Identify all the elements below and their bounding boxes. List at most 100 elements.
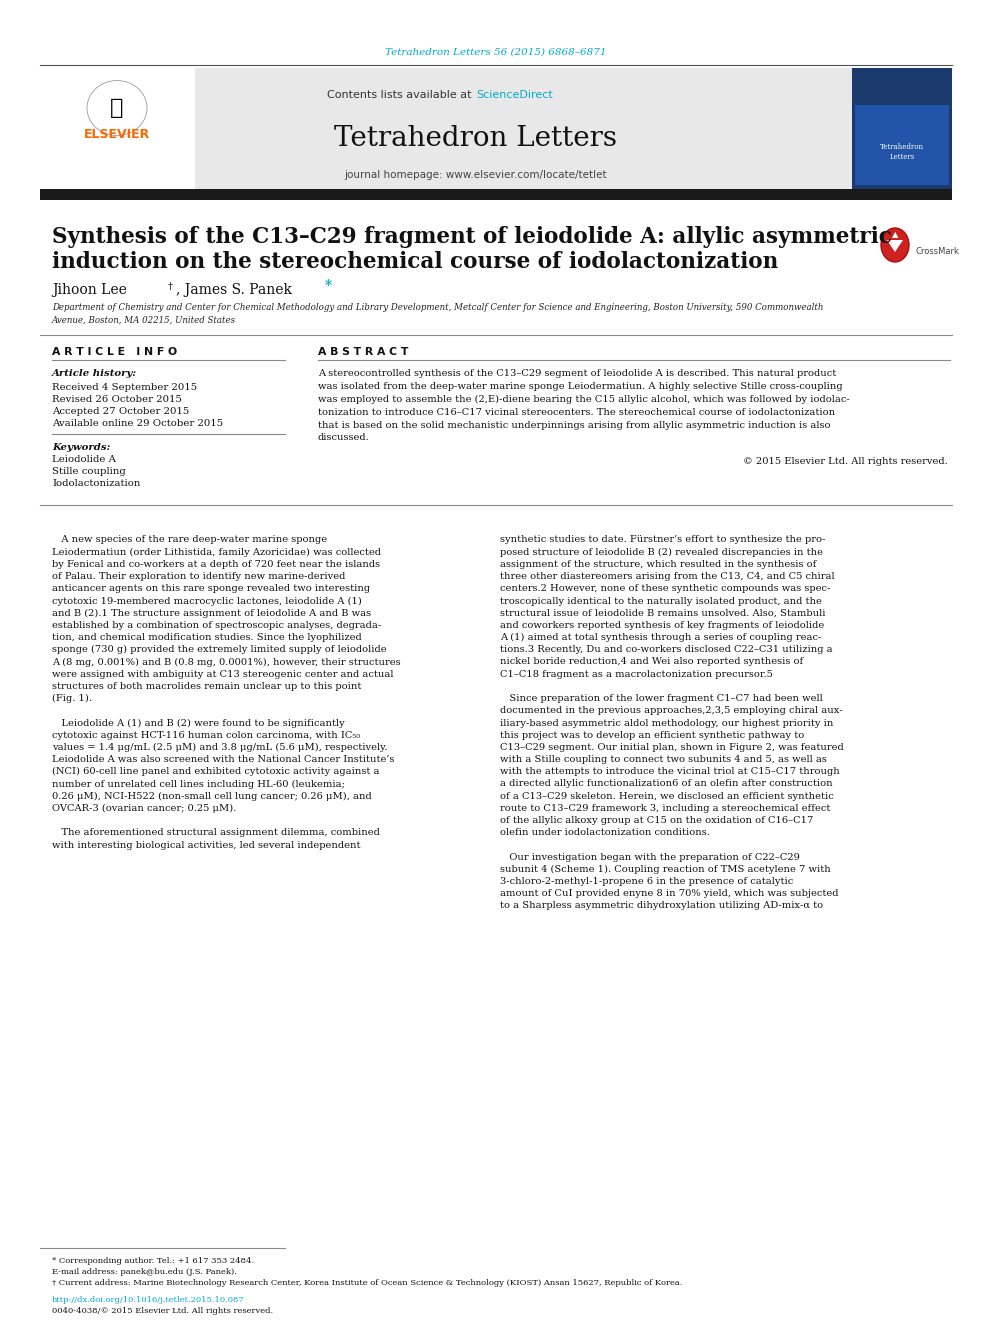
Text: The aforementioned structural assignment dilemma, combined: The aforementioned structural assignment… [52,828,380,837]
Text: documented in the previous approaches,2,3,5 employing chiral aux-: documented in the previous approaches,2,… [500,706,842,716]
Text: Keywords:: Keywords: [52,442,110,451]
Bar [40,189,952,200]
Text: ▲: ▲ [892,230,898,239]
Text: 0040-4038/© 2015 Elsevier Ltd. All rights reserved.: 0040-4038/© 2015 Elsevier Ltd. All right… [52,1307,273,1315]
Text: Available online 29 October 2015: Available online 29 October 2015 [52,418,223,427]
Text: was isolated from the deep-water marine sponge Leiodermatiun. A highly selective: was isolated from the deep-water marine … [318,382,842,392]
Bar [40,67,195,191]
Text: (Fig. 1).: (Fig. 1). [52,695,92,703]
Text: Leiodolide A was also screened with the National Cancer Institute’s: Leiodolide A was also screened with the … [52,755,395,765]
Text: to a Sharpless asymmetric dihydroxylation utilizing AD-mix-α to: to a Sharpless asymmetric dihydroxylatio… [500,901,823,910]
Text: of a C13–C29 skeleton. Herein, we disclosed an efficient synthetic: of a C13–C29 skeleton. Herein, we disclo… [500,791,833,800]
Text: 0.26 μM), NCI-H522 (non-small cell lung cancer; 0.26 μM), and: 0.26 μM), NCI-H522 (non-small cell lung … [52,791,372,800]
Text: 3-chloro-2-methyl-1-propene 6 in the presence of catalytic: 3-chloro-2-methyl-1-propene 6 in the pre… [500,877,794,886]
Text: Since preparation of the lower fragment C1–C7 had been well: Since preparation of the lower fragment … [500,695,822,703]
Text: A (8 mg, 0.001%) and B (0.8 mg, 0.0001%), however, their structures: A (8 mg, 0.001%) and B (0.8 mg, 0.0001%)… [52,658,401,667]
Bar [40,67,852,191]
Text: discussed.: discussed. [318,434,370,442]
Text: Avenue, Boston, MA 02215, United States: Avenue, Boston, MA 02215, United States [52,315,236,324]
Text: structures of both macrolides remain unclear up to this point: structures of both macrolides remain unc… [52,681,361,691]
Text: Stille coupling: Stille coupling [52,467,126,475]
Text: journal homepage: www.elsevier.com/locate/tetlet: journal homepage: www.elsevier.com/locat… [343,169,606,180]
Text: tion, and chemical modification studies. Since the lyophilized: tion, and chemical modification studies.… [52,634,362,642]
Text: Received 4 September 2015: Received 4 September 2015 [52,382,197,392]
Text: values = 1.4 μg/mL (2.5 μM) and 3.8 μg/mL (5.6 μM), respectively.: values = 1.4 μg/mL (2.5 μM) and 3.8 μg/m… [52,742,388,751]
Text: Department of Chemistry and Center for Chemical Methodology and Library Developm: Department of Chemistry and Center for C… [52,303,823,312]
Text: route to C13–C29 framework 3, including a stereochemical effect: route to C13–C29 framework 3, including … [500,804,830,812]
Text: A B S T R A C T: A B S T R A C T [318,347,409,357]
Text: nickel boride reduction,4 and Wei also reported synthesis of: nickel boride reduction,4 and Wei also r… [500,658,804,667]
Text: A (1) aimed at total synthesis through a series of coupling reac-: A (1) aimed at total synthesis through a… [500,632,821,642]
Text: cytotoxic against HCT-116 human colon carcinoma, with IC₅₀: cytotoxic against HCT-116 human colon ca… [52,730,360,740]
Text: ELSEVIER: ELSEVIER [84,128,150,142]
Text: Tetrahedron Letters 56 (2015) 6868–6871: Tetrahedron Letters 56 (2015) 6868–6871 [385,48,607,57]
Text: C13–C29 segment. Our initial plan, shown in Figure 2, was featured: C13–C29 segment. Our initial plan, shown… [500,744,844,751]
Text: and coworkers reported synthesis of key fragments of leiodolide: and coworkers reported synthesis of key … [500,620,824,630]
Text: induction on the stereochemical course of iodolactonization: induction on the stereochemical course o… [52,251,779,273]
Text: anticancer agents on this rare sponge revealed two interesting: anticancer agents on this rare sponge re… [52,585,370,593]
Text: tonization to introduce C16–C17 vicinal stereocenters. The stereochemical course: tonization to introduce C16–C17 vicinal … [318,407,835,417]
Text: sponge (730 g) provided the extremely limited supply of leiodolide: sponge (730 g) provided the extremely li… [52,646,387,655]
Text: this project was to develop an efficient synthetic pathway to: this project was to develop an efficient… [500,730,805,740]
Text: amount of CuI provided enyne 8 in 70% yield, which was subjected: amount of CuI provided enyne 8 in 70% yi… [500,889,838,898]
Bar [855,105,949,185]
Text: OVCAR-3 (ovarian cancer; 0.25 μM).: OVCAR-3 (ovarian cancer; 0.25 μM). [52,804,236,812]
Text: with interesting biological activities, led several independent: with interesting biological activities, … [52,840,360,849]
Text: E-mail address: panek@bu.edu (J.S. Panek).: E-mail address: panek@bu.edu (J.S. Panek… [52,1267,237,1275]
Text: Leiodolide A (1) and B (2) were found to be significantly: Leiodolide A (1) and B (2) were found to… [52,718,345,728]
Text: Article history:: Article history: [52,369,137,378]
Text: † Current address: Marine Biotechnology Research Center, Korea Institute of Ocea: † Current address: Marine Biotechnology … [52,1279,682,1287]
Text: iliary-based asymmetric aldol methodology, our highest priority in: iliary-based asymmetric aldol methodolog… [500,718,833,728]
Text: and B (2).1 The structure assignment of leiodolide A and B was: and B (2).1 The structure assignment of … [52,609,371,618]
Text: centers.2 However, none of these synthetic compounds was spec-: centers.2 However, none of these synthet… [500,585,830,593]
Text: C1–C18 fragment as a macrolactonization precursor.5: C1–C18 fragment as a macrolactonization … [500,669,773,679]
Text: Synthesis of the C13–C29 fragment of leiodolide A: allylic asymmetric: Synthesis of the C13–C29 fragment of lei… [52,226,892,247]
Text: A stereocontrolled synthesis of the C13–C29 segment of leiodolide A is described: A stereocontrolled synthesis of the C13–… [318,369,836,378]
Text: 🌿: 🌿 [110,98,124,118]
Text: with a Stille coupling to connect two subunits 4 and 5, as well as: with a Stille coupling to connect two su… [500,755,827,765]
Text: assignment of the structure, which resulted in the synthesis of: assignment of the structure, which resul… [500,560,816,569]
Text: © 2015 Elsevier Ltd. All rights reserved.: © 2015 Elsevier Ltd. All rights reserved… [743,458,948,467]
Text: of the allylic alkoxy group at C15 on the oxidation of C16–C17: of the allylic alkoxy group at C15 on th… [500,816,813,826]
Text: A R T I C L E   I N F O: A R T I C L E I N F O [52,347,178,357]
Text: CrossMark: CrossMark [916,247,960,257]
Text: subunit 4 (Scheme 1). Coupling reaction of TMS acetylene 7 with: subunit 4 (Scheme 1). Coupling reaction … [500,865,830,875]
Text: A new species of the rare deep-water marine sponge: A new species of the rare deep-water mar… [52,536,327,545]
Bar [852,67,952,191]
Text: with the attempts to introduce the vicinal triol at C15–C17 through: with the attempts to introduce the vicin… [500,767,840,777]
Text: * Corresponding author. Tel.: +1 617 353 2484.: * Corresponding author. Tel.: +1 617 353… [52,1257,254,1265]
Text: synthetic studies to date. Fürstner’s effort to synthesize the pro-: synthetic studies to date. Fürstner’s ef… [500,536,825,545]
Text: a directed allylic functionalization6 of an olefin after construction: a directed allylic functionalization6 of… [500,779,832,789]
Text: troscopically identical to the naturally isolated product, and the: troscopically identical to the naturally… [500,597,822,606]
Text: established by a combination of spectroscopic analyses, degrada-: established by a combination of spectros… [52,620,381,630]
Text: number of unrelated cell lines including HL-60 (leukemia;: number of unrelated cell lines including… [52,779,345,789]
Text: by Fenical and co-workers at a depth of 720 feet near the islands: by Fenical and co-workers at a depth of … [52,560,380,569]
Ellipse shape [881,228,909,262]
Text: †: † [168,282,174,291]
Text: http://dx.doi.org/10.1016/j.tetlet.2015.10.087: http://dx.doi.org/10.1016/j.tetlet.2015.… [52,1297,245,1304]
Text: *: * [325,279,332,292]
Text: olefin under iodolactonization conditions.: olefin under iodolactonization condition… [500,828,710,837]
Text: cytotoxic 19-membered macrocyclic lactones, leiodolide A (1): cytotoxic 19-membered macrocyclic lacton… [52,597,362,606]
Text: posed structure of leiodolide B (2) revealed discrepancies in the: posed structure of leiodolide B (2) reve… [500,548,823,557]
Text: ScienceDirect: ScienceDirect [476,90,553,101]
Text: Accepted 27 October 2015: Accepted 27 October 2015 [52,406,189,415]
Text: Jihoon Lee: Jihoon Lee [52,283,131,296]
Text: that is based on the solid mechanistic underpinnings arising from allylic asymme: that is based on the solid mechanistic u… [318,421,830,430]
Text: tions.3 Recently, Du and co-workers disclosed C22–C31 utilizing a: tions.3 Recently, Du and co-workers disc… [500,646,832,655]
Text: Iodolactonization: Iodolactonization [52,479,141,487]
Text: was employed to assemble the (2,E)-diene bearing the C15 allylic alcohol, which : was employed to assemble the (2,E)-diene… [318,396,850,404]
Text: Tetrahedron
Letters: Tetrahedron Letters [880,143,924,160]
Text: were assigned with ambiguity at C13 stereogenic center and actual: were assigned with ambiguity at C13 ster… [52,669,394,679]
Polygon shape [887,239,903,251]
Text: Revised 26 October 2015: Revised 26 October 2015 [52,394,182,404]
Text: Leiodolide A: Leiodolide A [52,455,116,463]
Text: Contents lists available at: Contents lists available at [327,90,475,101]
Text: of Palau. Their exploration to identify new marine-derived: of Palau. Their exploration to identify … [52,572,345,581]
Text: Tetrahedron Letters: Tetrahedron Letters [333,124,616,152]
Text: three other diastereomers arising from the C13, C4, and C5 chiral: three other diastereomers arising from t… [500,572,834,581]
Text: structural issue of leiodolide B remains unsolved. Also, Stambuli: structural issue of leiodolide B remains… [500,609,825,618]
Text: Our investigation began with the preparation of C22–C29: Our investigation began with the prepara… [500,853,800,861]
Text: Leiodermatiun (order Lithistida, family Azoricidae) was collected: Leiodermatiun (order Lithistida, family … [52,548,381,557]
Text: , James S. Panek: , James S. Panek [176,283,297,296]
